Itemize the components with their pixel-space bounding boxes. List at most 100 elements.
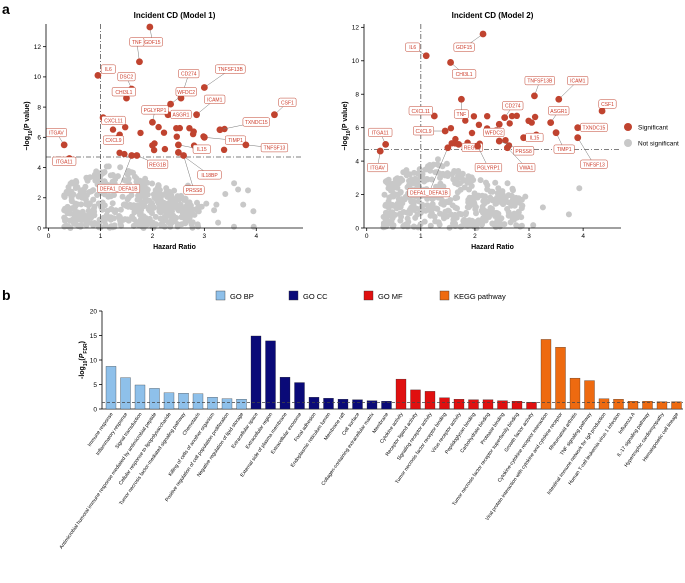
- non-significant-point: [412, 214, 419, 221]
- non-significant-point: [444, 213, 450, 220]
- y-axis-label: −log10(P value): [24, 101, 34, 150]
- significant-point: [457, 95, 465, 103]
- gene-label: ICAM1: [207, 97, 223, 103]
- gene-label: TNF: [457, 112, 467, 118]
- y-axis-label: -log10(PFDR): [79, 341, 89, 379]
- non-significant-point: [394, 175, 401, 182]
- gene-label-box: [197, 170, 222, 180]
- gene-label-box: [117, 72, 136, 82]
- bar-mf: [511, 401, 523, 410]
- gene-label-box: [100, 64, 116, 74]
- gene-label: ASGR1: [173, 112, 190, 118]
- significant-point: [447, 125, 455, 132]
- label-leader-line: [428, 147, 449, 193]
- non-significant-point: [211, 207, 218, 214]
- bar-cc: [337, 399, 349, 410]
- non-significant-point: [509, 185, 516, 192]
- non-significant-point: [405, 218, 412, 225]
- non-significant-point: [425, 163, 431, 170]
- non-significant-point: [444, 170, 451, 177]
- non-significant-point: [454, 194, 461, 201]
- gene-label: PRSS8: [186, 188, 203, 194]
- non-significant-point: [62, 205, 68, 212]
- category-label: Antimicrobial humoral immune response me…: [59, 412, 159, 551]
- non-significant-point: [128, 204, 135, 211]
- x-tick-label: 0: [47, 233, 51, 240]
- chart-title: Incident CD (Model 1): [134, 11, 216, 20]
- non-significant-point: [394, 200, 401, 207]
- significant-point: [501, 114, 509, 122]
- non-significant-point: [222, 191, 229, 197]
- gene-label-box: [453, 109, 469, 119]
- label-leader-line: [183, 155, 195, 191]
- enrichment-bar-chart: GO BP GO CC GO MF KEGG pathway 0 5 10 15 20 -log1…: [59, 290, 683, 551]
- legend-swatch: [363, 290, 374, 301]
- non-significant-point: [63, 222, 70, 229]
- non-significant-point: [445, 207, 452, 214]
- non-significant-point: [69, 216, 76, 223]
- significant-point: [133, 152, 141, 159]
- non-significant-point: [65, 184, 72, 191]
- significant-point: [128, 152, 136, 159]
- non-significant-point: [157, 196, 164, 203]
- significant-point: [447, 59, 454, 66]
- x-axis-label: Hazard Ratio: [471, 244, 514, 251]
- non-significant-point: [129, 213, 136, 220]
- significant-point: [190, 128, 197, 135]
- gene-label: DEFA1_DEFA1B: [410, 191, 448, 197]
- gene-label-box: [580, 159, 608, 169]
- non-significant-point: [501, 221, 508, 228]
- gene-label-box: [598, 99, 617, 109]
- non-significant-point: [457, 180, 464, 187]
- bar-bp: [105, 366, 117, 410]
- non-significant-point: [65, 190, 72, 197]
- bar-bp: [120, 377, 131, 410]
- significant-point: [176, 124, 183, 132]
- non-significant-point: [514, 214, 520, 221]
- significant-point: [470, 113, 478, 120]
- non-significant-point: [435, 156, 441, 163]
- non-significant-point: [231, 223, 237, 230]
- non-significant-point: [443, 160, 450, 167]
- non-significant-point: [72, 185, 79, 191]
- non-significant-point: [500, 196, 507, 203]
- non-significant-point: [213, 201, 220, 208]
- gene-label-box: [474, 163, 503, 173]
- gene-label: TNFSF13: [264, 146, 286, 152]
- gene-label-box: [141, 105, 169, 115]
- non-significant-point: [454, 189, 461, 196]
- non-significant-point: [68, 197, 75, 204]
- significant-point: [502, 137, 509, 144]
- gene-label-box: [513, 146, 535, 156]
- non-significant-point: [491, 210, 498, 217]
- bar-mf: [453, 399, 465, 410]
- non-significant-point: [468, 222, 475, 229]
- gene-label-box: [102, 135, 124, 145]
- non-significant-point: [73, 179, 80, 186]
- non-significant-point: [473, 210, 479, 217]
- non-significant-point: [231, 180, 238, 187]
- non-significant-point: [465, 176, 472, 182]
- gene-label: ICAM1: [570, 79, 586, 85]
- non-significant-point: [182, 218, 189, 225]
- gene-label: ITGA11: [372, 130, 389, 136]
- non-significant-point: [147, 203, 154, 210]
- non-significant-point: [505, 209, 512, 216]
- bar-kegg: [569, 377, 581, 410]
- y-tick-label: 0: [355, 225, 359, 232]
- gene-label-box: [278, 97, 297, 107]
- bar-cc: [250, 335, 262, 410]
- gene-label-box: [524, 76, 555, 86]
- non-significant-point: [188, 221, 195, 228]
- significant-point: [528, 119, 535, 126]
- legend-label: GO MF: [378, 292, 403, 301]
- non-significant-point: [450, 220, 457, 227]
- gene-label: IL6: [105, 67, 112, 73]
- non-significant-point: [109, 200, 116, 207]
- non-significant-point: [381, 191, 388, 198]
- label-leader-line: [118, 155, 132, 189]
- significant-point: [123, 94, 130, 102]
- significant-point: [475, 121, 483, 128]
- y-axis-label: −log10(P value): [342, 101, 352, 150]
- non-significant-point: [382, 215, 389, 222]
